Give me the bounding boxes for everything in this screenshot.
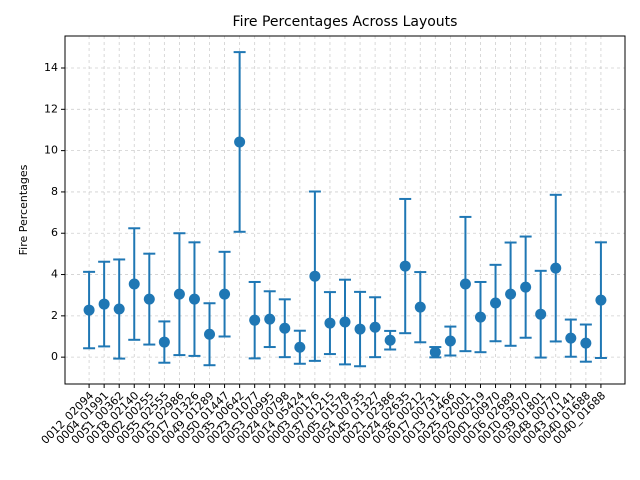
point (354, 323, 366, 335)
point (309, 270, 321, 282)
point (459, 278, 471, 290)
chart-title: Fire Percentages Across Layouts (233, 14, 458, 30)
y-tick-label: 14 (44, 61, 58, 74)
point (339, 316, 351, 328)
point (429, 346, 441, 358)
point (369, 321, 381, 333)
point (279, 322, 291, 334)
point (173, 288, 185, 300)
point (595, 294, 607, 306)
point (444, 335, 456, 347)
y-tick-label: 0 (51, 350, 58, 363)
point (535, 308, 547, 320)
y-tick-label: 6 (51, 226, 58, 239)
y-tick-label: 8 (51, 185, 58, 198)
point (505, 288, 517, 300)
point (234, 136, 246, 148)
point (188, 293, 200, 305)
point (219, 288, 231, 300)
point (490, 297, 502, 309)
point (414, 301, 426, 313)
point (474, 311, 486, 323)
point (143, 293, 155, 305)
plot-frame (64, 35, 626, 385)
y-tick-label: 10 (44, 144, 58, 157)
point (83, 304, 95, 316)
point (580, 337, 592, 349)
point (158, 336, 170, 348)
y-tick-label: 12 (44, 102, 58, 115)
point (294, 341, 306, 353)
point (204, 328, 216, 340)
point (550, 262, 562, 274)
y-tick-label: 2 (51, 309, 58, 322)
point (128, 278, 140, 290)
point (384, 334, 396, 346)
point (249, 314, 261, 326)
point (264, 313, 276, 325)
point (399, 260, 411, 272)
point (98, 298, 110, 310)
y-tick-label: 4 (51, 268, 58, 281)
point (324, 317, 336, 329)
point (113, 303, 125, 315)
point (520, 281, 532, 293)
y-axis-label: Fire Percentages (17, 164, 30, 255)
point (565, 332, 577, 344)
